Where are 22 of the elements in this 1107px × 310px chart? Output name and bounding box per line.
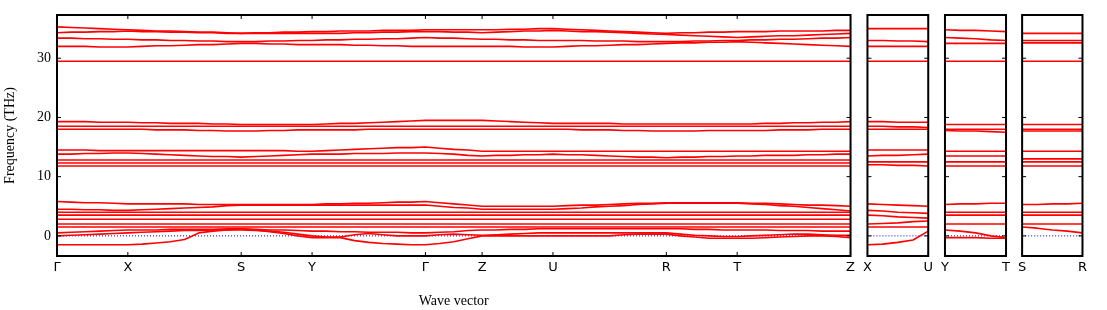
y-tick-label: 10 <box>37 168 51 184</box>
y-tick-label: 0 <box>44 227 51 243</box>
x-tick-label: T <box>732 259 742 275</box>
x-tick-label: Γ <box>421 259 430 275</box>
x-tick-label: U <box>923 259 933 275</box>
x-tick-label: Z <box>477 259 487 275</box>
x-tick-label: R <box>1077 259 1088 275</box>
x-axis-title: Wave vector <box>418 293 490 309</box>
x-tick-label: T <box>1001 259 1011 275</box>
y-tick-label: 30 <box>37 49 51 65</box>
x-tick-label: Y <box>939 259 949 275</box>
x-tick-label: S <box>237 259 246 275</box>
x-tick-label: S <box>1017 259 1027 275</box>
x-tick-label: X <box>863 259 872 275</box>
x-tick-label: Y <box>307 259 317 275</box>
x-tick-label: R <box>661 259 671 275</box>
y-axis-title: Frequency (THz) <box>2 86 19 184</box>
x-tick-label: Γ <box>53 259 62 275</box>
x-tick-label: Z <box>846 259 856 275</box>
y-tick-label: 20 <box>37 109 51 125</box>
x-tick-label: X <box>123 259 133 275</box>
x-tick-label: U <box>548 259 558 275</box>
